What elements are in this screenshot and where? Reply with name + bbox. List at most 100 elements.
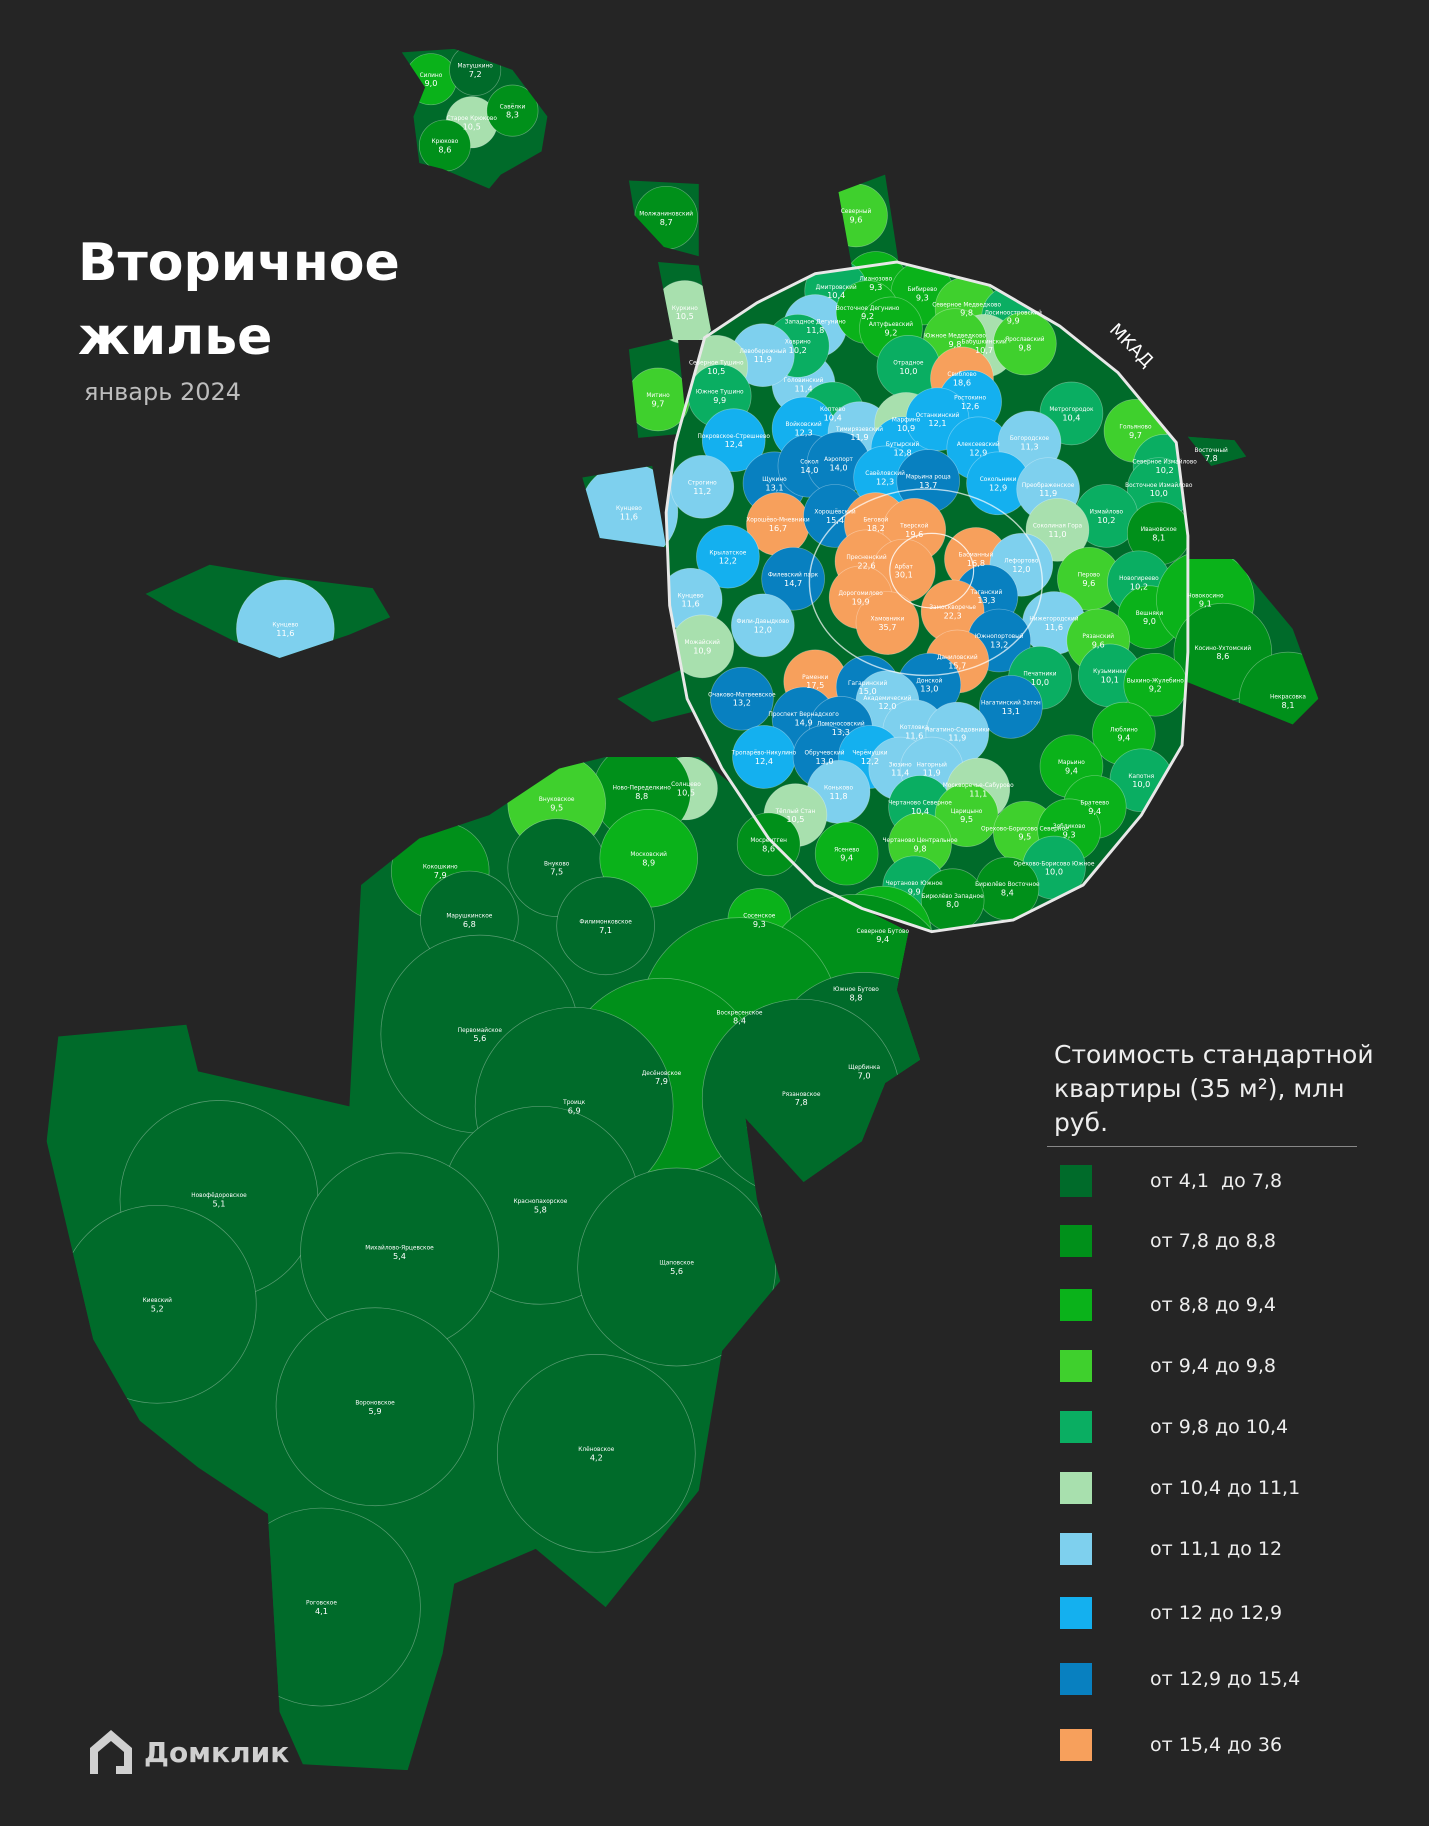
district-name: Алексеевский bbox=[957, 441, 1000, 448]
district-name: Бирюлёво Западное bbox=[922, 894, 984, 900]
district-cell bbox=[979, 675, 1043, 739]
logo-text: Домклик bbox=[144, 1736, 290, 1769]
district-name: Измайлово bbox=[1090, 509, 1124, 516]
district-value: 9,9 bbox=[1007, 316, 1020, 326]
district-value: 11,1 bbox=[969, 789, 987, 799]
district-name: Десёновское bbox=[642, 1071, 682, 1077]
district-name: Новокосино bbox=[1187, 593, 1224, 599]
district-value: 10,5 bbox=[786, 814, 804, 824]
district-value: 10,9 bbox=[897, 423, 915, 433]
district-cells bbox=[57, 48, 1319, 1707]
district-value: 9,5 bbox=[1018, 832, 1031, 842]
district-value: 9,4 bbox=[1065, 765, 1078, 775]
district-value: 8,7 bbox=[660, 217, 673, 227]
district-value: 11,6 bbox=[682, 599, 700, 609]
district-value: 16,7 bbox=[769, 523, 787, 533]
district-name: Свиблово bbox=[947, 372, 977, 378]
district-value: 8,9 bbox=[642, 857, 655, 867]
district-cell bbox=[486, 84, 539, 137]
district-name: Кунцево bbox=[678, 593, 704, 599]
district-value: 11,6 bbox=[905, 730, 923, 740]
district-name: Южное Бутово bbox=[833, 987, 879, 993]
district-value: 9,2 bbox=[884, 327, 897, 337]
district-value: 13,1 bbox=[1002, 706, 1020, 716]
district-value: 14,0 bbox=[829, 462, 847, 472]
district-value: 15,0 bbox=[859, 686, 877, 696]
district-name: Замоскворечье bbox=[929, 605, 976, 611]
district-name: Западное Дегунино bbox=[785, 320, 846, 326]
district-value: 18,6 bbox=[953, 377, 971, 387]
district-value: 22,3 bbox=[944, 610, 962, 620]
district-name: Даниловский bbox=[937, 654, 978, 661]
district-name: Метрогородок bbox=[1049, 407, 1094, 413]
district-name: Ивановское bbox=[1141, 527, 1177, 533]
district-value: 8,8 bbox=[850, 992, 863, 1002]
district-value: 15,4 bbox=[826, 515, 844, 525]
district-name: Силино bbox=[420, 73, 443, 79]
district-value: 9,2 bbox=[861, 311, 874, 321]
district-cell bbox=[696, 524, 760, 589]
district-name: Северное Бутово bbox=[857, 929, 910, 935]
district-name: Академический bbox=[863, 695, 911, 702]
district-name: Воскресенское bbox=[717, 1010, 763, 1016]
district-name: Южное Тушино bbox=[696, 390, 744, 396]
legend-title: Стоимость стандартной квартиры (35 м²), … bbox=[1054, 1040, 1374, 1137]
district-name: Тверской bbox=[899, 523, 929, 530]
district-value: 12,3 bbox=[795, 428, 813, 438]
logo-icon bbox=[90, 1730, 132, 1774]
district-name: Косино-Ухтомский bbox=[1194, 645, 1251, 652]
legend-swatch bbox=[1060, 1225, 1092, 1257]
legend-swatch bbox=[1060, 1663, 1092, 1695]
district-value: 10,2 bbox=[789, 345, 807, 355]
district-name: Гольяново bbox=[1119, 425, 1152, 431]
district-value: 5,2 bbox=[151, 1303, 164, 1313]
district-value: 10,0 bbox=[1045, 867, 1063, 877]
district-cell bbox=[814, 821, 879, 886]
district-value: 8,4 bbox=[1001, 888, 1014, 898]
district-name: Беговой bbox=[863, 517, 888, 524]
district-cell bbox=[710, 666, 774, 731]
district-value: 16,8 bbox=[967, 558, 985, 568]
district-name: Печатники bbox=[1023, 671, 1056, 677]
district-value: 13,1 bbox=[765, 482, 783, 492]
district-value: 8,6 bbox=[1216, 651, 1229, 661]
district-value: 10,5 bbox=[677, 787, 695, 797]
district-value: 10,0 bbox=[899, 366, 917, 376]
district-name: Соколиная Гора bbox=[1033, 524, 1083, 530]
district-value: 11,9 bbox=[923, 768, 941, 778]
district-name: Бирюлёво Восточное bbox=[975, 882, 1040, 888]
district-name: Северное Тушино bbox=[689, 361, 744, 367]
district-value: 9,7 bbox=[652, 398, 665, 408]
district-name: Кузьминки bbox=[1093, 669, 1127, 675]
district-value: 12,0 bbox=[1012, 564, 1030, 574]
district-name: Митино bbox=[646, 393, 670, 399]
district-value: 7,0 bbox=[858, 1070, 871, 1080]
district-name: Восточное Дегунино bbox=[836, 306, 900, 312]
district-value: 13,7 bbox=[919, 480, 937, 490]
district-value: 5,4 bbox=[393, 1251, 406, 1261]
district-name: Ховрино bbox=[785, 340, 811, 346]
district-value: 7,8 bbox=[795, 1097, 808, 1107]
district-value: 8,1 bbox=[1282, 700, 1295, 710]
district-value: 19,9 bbox=[852, 596, 870, 606]
district-name: Филевский парк bbox=[768, 571, 819, 578]
district-value: 10,4 bbox=[827, 290, 845, 300]
legend-label: от 15,4 до 36 bbox=[1150, 1734, 1283, 1756]
district-name: Левобережный bbox=[739, 348, 786, 355]
district-name: Филимонковское bbox=[579, 919, 632, 925]
district-name: Обручевский bbox=[805, 750, 845, 757]
district-value: 9,4 bbox=[1117, 733, 1130, 743]
legend-label: от 10,4 до 11,1 bbox=[1150, 1477, 1301, 1499]
district-value: 7,2 bbox=[469, 69, 482, 79]
district-value: 9,6 bbox=[1092, 639, 1105, 649]
district-value: 9,9 bbox=[713, 395, 726, 405]
district-name: Сокол bbox=[800, 459, 819, 465]
legend-item: от 10,4 до 11,1 bbox=[1060, 1472, 1360, 1504]
legend-item: от 12,9 до 15,4 bbox=[1060, 1663, 1360, 1695]
district-name: Алтуфьевский bbox=[869, 321, 913, 328]
legend-label: от 9,8 до 10,4 bbox=[1150, 1416, 1289, 1438]
district-name: Ярославский bbox=[1005, 336, 1045, 343]
district-value: 8,8 bbox=[635, 791, 648, 801]
district-value: 11,4 bbox=[795, 383, 813, 393]
